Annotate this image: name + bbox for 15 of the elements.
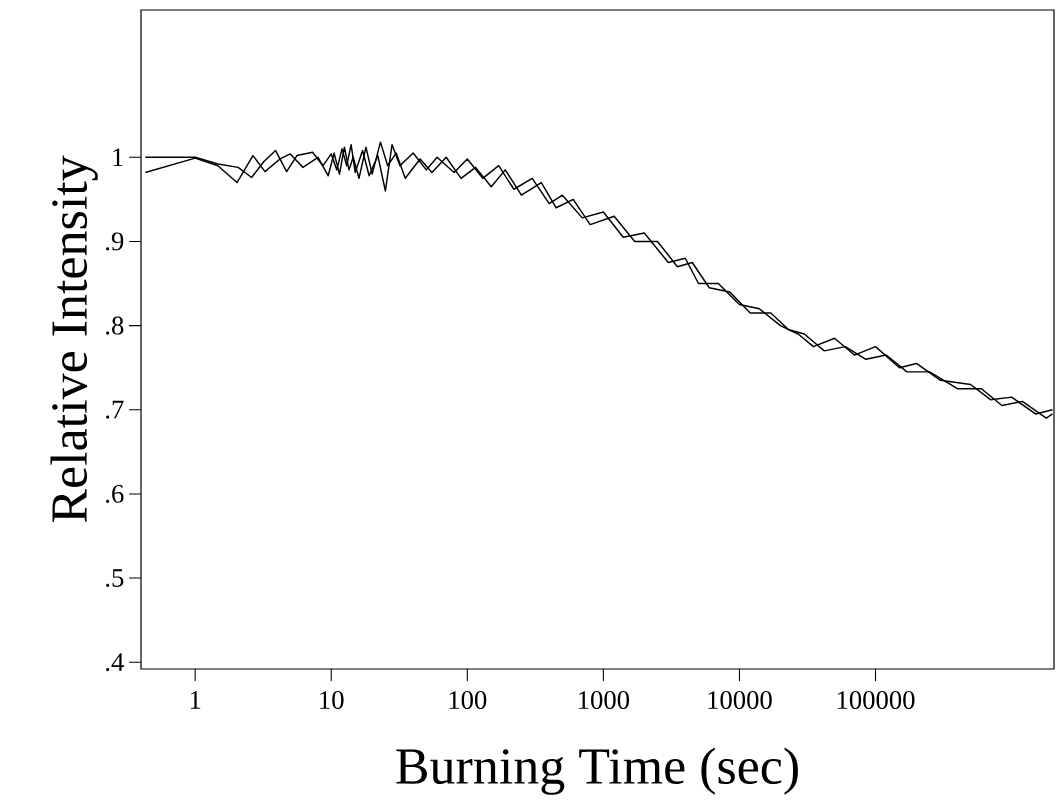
x-tick-label: 1 — [190, 691, 201, 709]
y-tick-label: .4 — [106, 653, 124, 672]
y-tick-label: .9 — [106, 232, 124, 251]
x-tick-label: 1000 — [579, 691, 630, 710]
x-tick-label: 100000 — [837, 691, 915, 710]
y-tick-label: .5 — [106, 569, 124, 588]
y-tick-label: .7 — [106, 400, 124, 419]
x-tick-label: 10 — [320, 691, 344, 710]
x-axis-title: Burning Time (sec) — [396, 747, 798, 795]
y-tick-label: .6 — [106, 484, 124, 503]
y-tick-label: 1 — [113, 148, 123, 167]
y-axis-title: Relative Intensity — [50, 155, 98, 523]
x-tick-label: 100 — [449, 691, 487, 710]
y-tick-label: .8 — [106, 316, 124, 335]
x-tick-label: 10000 — [708, 691, 772, 710]
